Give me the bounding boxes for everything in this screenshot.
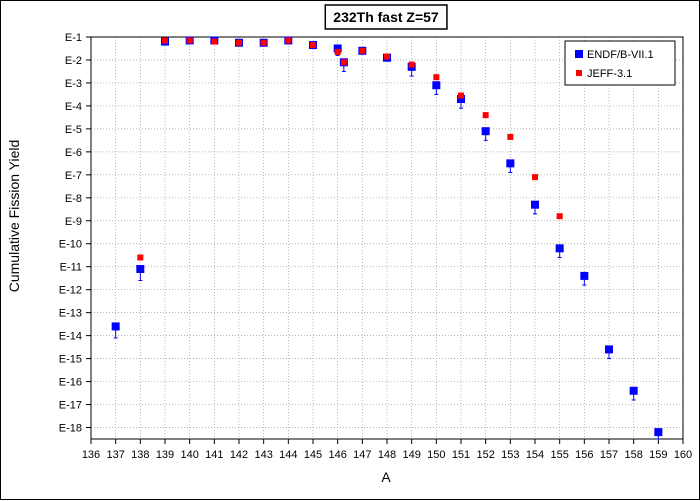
x-tick-label: 160	[674, 449, 692, 461]
x-tick-label: 145	[304, 449, 322, 461]
y-tick-label: E-4	[65, 101, 82, 113]
y-tick-label: E-12	[59, 285, 82, 297]
data-point	[335, 49, 341, 55]
chart-title-group: 232Th fast Z=57	[325, 5, 447, 29]
y-tick-label: E-1	[65, 32, 82, 44]
data-point	[458, 93, 464, 99]
series-endf	[112, 36, 663, 439]
data-point	[506, 159, 514, 167]
x-tick-label: 151	[452, 449, 470, 461]
y-tick-label: E-6	[65, 147, 82, 159]
data-point	[433, 74, 439, 80]
x-tick-label: 141	[205, 449, 223, 461]
y-tick-label: E-14	[59, 331, 82, 343]
x-tick-label: 146	[328, 449, 346, 461]
data-point	[236, 40, 242, 46]
data-point	[136, 265, 144, 273]
x-tick-label: 147	[353, 449, 371, 461]
data-point	[483, 112, 489, 118]
data-point	[261, 40, 267, 46]
x-tick-label: 137	[106, 449, 124, 461]
x-tick-label: 144	[279, 449, 297, 461]
y-tick-label: E-17	[59, 400, 82, 412]
data-point	[409, 62, 415, 68]
data-point	[654, 428, 662, 436]
x-tick-label: 149	[402, 449, 420, 461]
data-point	[211, 39, 217, 45]
x-tick-label: 148	[378, 449, 396, 461]
y-axis-title: Cumulative Fission Yield	[6, 140, 22, 293]
data-point	[137, 255, 143, 261]
x-tick-label: 153	[501, 449, 519, 461]
data-point	[556, 244, 564, 252]
data-point	[162, 37, 168, 43]
x-tick-label: 157	[600, 449, 618, 461]
x-tick-label: 138	[131, 449, 149, 461]
x-tick-label: 158	[624, 449, 642, 461]
data-point	[384, 54, 390, 60]
x-axis-title: A	[381, 469, 391, 485]
x-tick-label: 159	[649, 449, 667, 461]
y-tick-label: E-18	[59, 423, 82, 435]
y-tick-label: E-16	[59, 377, 82, 389]
data-point	[187, 37, 193, 43]
x-tick-label: 150	[427, 449, 445, 461]
y-tick-label: E-9	[65, 216, 82, 228]
data-point	[531, 201, 539, 209]
y-tick-label: E-8	[65, 193, 82, 205]
legend-marker	[575, 50, 583, 58]
legend-label: JEFF-3.1	[587, 68, 632, 80]
grid-layer	[91, 37, 683, 439]
y-tick-label: E-2	[65, 55, 82, 67]
x-tick-label: 142	[230, 449, 248, 461]
y-tick-label: E-3	[65, 78, 82, 90]
x-tick-label: 154	[526, 449, 544, 461]
x-tick-label: 136	[82, 449, 100, 461]
x-tick-label: 143	[254, 449, 272, 461]
y-tick-label: E-10	[59, 239, 82, 251]
axis-layer: 136 137 138 139 140 141 142 143 144 145 146 147 148 1…	[59, 32, 692, 461]
data-point	[630, 387, 638, 395]
data-point	[285, 37, 291, 43]
data-point	[507, 134, 513, 140]
y-tick-label: E-15	[59, 354, 82, 366]
x-tick-label: 156	[575, 449, 593, 461]
data-point	[580, 272, 588, 280]
y-tick-label: E-13	[59, 308, 82, 320]
data-point	[310, 42, 316, 48]
legend-label: ENDF/B-VII.1	[587, 49, 654, 61]
x-tick-label: 155	[550, 449, 568, 461]
y-tick-label: E-5	[65, 124, 82, 136]
data-point	[359, 48, 365, 54]
data-point	[605, 345, 613, 353]
x-tick-label: 139	[156, 449, 174, 461]
y-tick-label: E-7	[65, 170, 82, 182]
data-point	[482, 127, 490, 135]
data-point	[557, 213, 563, 219]
chart-title: 232Th fast Z=57	[333, 9, 439, 25]
data-point	[432, 81, 440, 89]
x-tick-label: 152	[476, 449, 494, 461]
y-tick-label: E-11	[60, 262, 82, 274]
data-layer	[112, 36, 663, 439]
data-point	[532, 174, 538, 180]
data-point	[341, 59, 347, 65]
legend: ENDF/B-VII.1 JEFF-3.1	[565, 41, 675, 85]
legend-marker	[576, 70, 582, 76]
x-tick-label: 140	[180, 449, 198, 461]
data-point	[112, 322, 120, 330]
series-jeff	[137, 37, 562, 260]
